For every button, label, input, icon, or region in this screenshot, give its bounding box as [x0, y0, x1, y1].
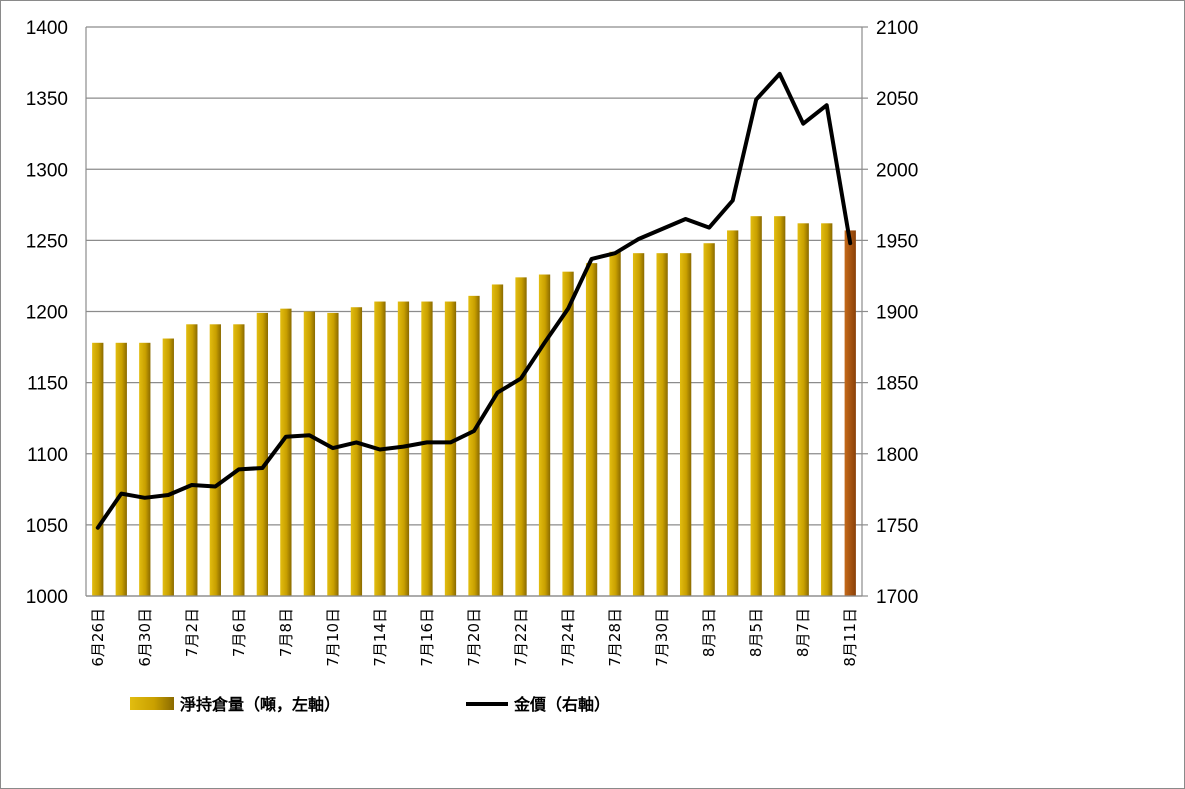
x-tick-label: 8月7日	[794, 608, 812, 657]
x-tick-label: 8月5日	[747, 608, 765, 657]
y-right-tick-label: 1900	[876, 303, 918, 324]
y-right-tick-label: 1700	[876, 587, 918, 608]
y-left-tick-label: 1400	[26, 18, 68, 39]
bar	[538, 274, 551, 596]
bar	[727, 230, 739, 597]
bar	[679, 253, 692, 597]
y-right-tick-label: 1750	[876, 516, 918, 537]
axes	[85, 26, 868, 597]
legend-bar-swatch	[130, 697, 174, 710]
left-axis-labels: 1000 1050 1100 1150 1200 1250 1300 1350 1400	[26, 18, 68, 608]
bar	[397, 301, 410, 596]
x-tick-label: 7月20日	[465, 608, 483, 667]
y-left-tick-label: 1100	[27, 445, 68, 466]
x-tick-label: 7月24日	[559, 608, 577, 667]
x-tick-label: 6月30日	[136, 608, 154, 667]
bar	[444, 301, 457, 596]
bar	[421, 301, 433, 596]
bar	[515, 277, 527, 596]
bar	[585, 263, 598, 596]
bar	[303, 311, 316, 596]
x-tick-label: 7月6日	[230, 608, 248, 657]
bar	[774, 216, 786, 596]
y-left-tick-label: 1200	[26, 303, 68, 324]
x-axis-labels: 6月26日 6月30日 7月2日 7月6日 7月8日 7月10日 7月14日 7月16日 7月2…	[89, 608, 859, 667]
x-tick-label: 7月2日	[183, 608, 201, 657]
y-left-tick-label: 1050	[26, 516, 68, 537]
line-series	[95, 71, 853, 530]
bar	[233, 324, 245, 596]
x-tick-label: 7月22日	[512, 608, 530, 667]
y-left-tick-label: 1250	[26, 231, 68, 252]
y-left-tick-label: 1350	[26, 89, 68, 110]
bar	[656, 253, 668, 597]
gold-price-line	[95, 71, 853, 530]
y-right-tick-label: 2100	[876, 18, 918, 39]
x-tick-label: 8月11日	[841, 608, 859, 667]
x-tick-label: 7月28日	[606, 608, 624, 667]
bar	[186, 324, 198, 596]
legend: 淨持倉量（噸，左軸） 金價（右軸）	[130, 695, 610, 714]
y-left-tick-label: 1000	[26, 587, 68, 608]
y-right-tick-label: 2000	[876, 160, 918, 181]
bar	[562, 271, 574, 596]
bar	[280, 308, 292, 596]
x-tick-label: 6月26日	[89, 608, 107, 667]
bar-series	[92, 216, 856, 597]
y-right-tick-label: 2050	[876, 89, 918, 110]
bar	[92, 342, 104, 596]
x-tick-label: 7月8日	[277, 608, 295, 657]
bar	[703, 243, 715, 596]
y-right-tick-label: 1950	[876, 231, 918, 252]
y-right-tick-label: 1850	[876, 374, 918, 395]
x-tick-label: 7月16日	[418, 608, 436, 667]
bar	[256, 312, 269, 596]
x-tick-label: 8月3日	[700, 608, 718, 657]
bar	[844, 230, 856, 597]
x-tick-label: 7月10日	[324, 608, 342, 667]
y-left-tick-label: 1150	[27, 374, 68, 395]
y-right-tick-label: 1800	[876, 445, 918, 466]
right-axis-labels: 1700 1750 1800 1850 1900 1950 2000 2050 2100	[876, 18, 918, 608]
bar	[468, 295, 480, 596]
y-left-tick-label: 1300	[26, 160, 68, 181]
bar	[162, 338, 174, 596]
legend-bar-label: 淨持倉量（噸，左軸）	[180, 695, 340, 714]
bar	[115, 342, 127, 596]
bar	[750, 216, 762, 596]
x-tick-label: 7月14日	[371, 608, 389, 667]
bar	[491, 284, 504, 596]
bar	[139, 342, 151, 596]
bar	[209, 324, 221, 596]
bar	[350, 307, 363, 596]
bar	[609, 251, 621, 596]
bar	[632, 253, 645, 597]
legend-line-label: 金價（右軸）	[513, 695, 610, 714]
x-tick-label: 7月30日	[653, 608, 671, 667]
bar	[327, 312, 339, 596]
bar	[797, 223, 809, 596]
bar	[821, 223, 833, 596]
